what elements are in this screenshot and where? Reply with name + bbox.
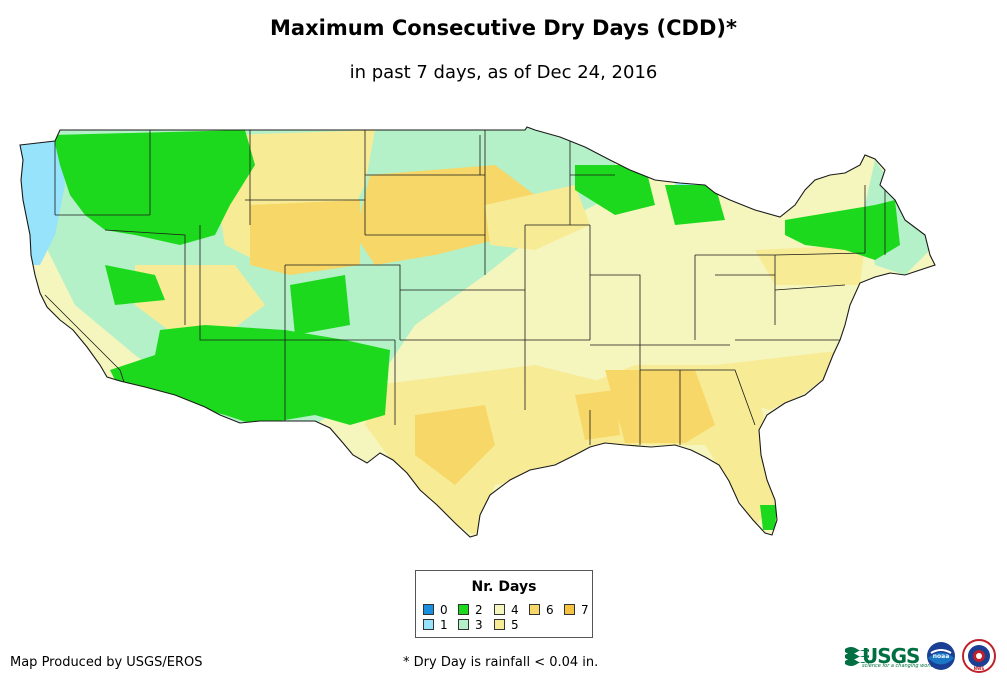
usgs-wordmark: USGS (862, 644, 919, 668)
legend-item-6: 6 (529, 604, 554, 616)
legend-swatch (458, 619, 469, 630)
legend-item-1: 1 (423, 619, 448, 631)
dry-day-footnote: * Dry Day is rainfall < 0.04 in. (403, 655, 599, 670)
nws-wordmark: NWS (974, 666, 985, 671)
legend-swatch (494, 604, 505, 615)
legend: Nr. Days 0 1 2 3 4 5 6 7 (415, 570, 593, 638)
legend-title: Nr. Days (471, 579, 537, 595)
legend-swatch (458, 604, 469, 615)
noaa-wordmark: noaa (933, 653, 950, 660)
usgs-tagline: science for a changing world (862, 663, 934, 669)
noaa-logo: noaa (927, 642, 955, 670)
legend-item-4: 4 (494, 604, 519, 616)
legend-item-0: 0 (423, 604, 448, 616)
producer-credit: Map Produced by USGS/EROS (10, 655, 203, 670)
legend-swatch (423, 604, 434, 615)
legend-item-2: 2 (458, 604, 483, 616)
legend-swatch (529, 604, 540, 615)
legend-swatch (494, 619, 505, 630)
map-subtitle: in past 7 days, as of Dec 24, 2016 (349, 62, 658, 83)
legend-swatch (423, 619, 434, 630)
map-title: Maximum Consecutive Dry Days (CDD)* (270, 16, 737, 40)
cdd-map (19, 126, 936, 538)
legend-item-7: 7 (564, 604, 589, 616)
nws-logo: NWS (962, 639, 996, 673)
legend-item-5: 5 (494, 619, 519, 631)
legend-item-3: 3 (458, 619, 483, 631)
legend-swatch (564, 604, 575, 615)
usgs-logo: USGS (845, 644, 919, 668)
